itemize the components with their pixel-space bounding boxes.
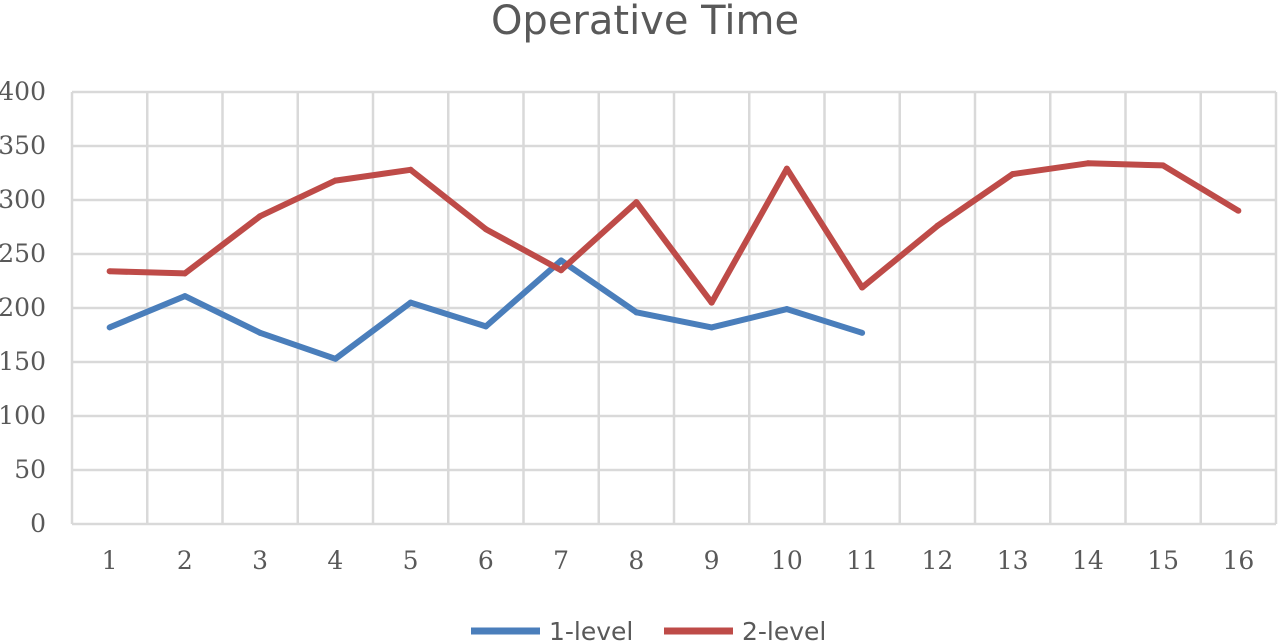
data-point — [482, 226, 489, 233]
x-tick-label: 15 — [1147, 546, 1179, 575]
x-tick-label: 16 — [1222, 546, 1254, 575]
chart-title: Operative Time — [491, 0, 799, 44]
data-point — [633, 199, 640, 206]
data-point — [106, 268, 113, 275]
legend-label-2: 2-level — [742, 617, 826, 642]
data-point — [558, 257, 565, 264]
legend: 1-level 2-level — [471, 617, 826, 642]
data-point — [482, 323, 489, 330]
y-axis-tick-labels: 0 50 100 150 200 250 300 350 400 — [0, 77, 46, 538]
x-tick-label: 5 — [403, 546, 419, 575]
data-point — [708, 299, 715, 306]
data-point — [1009, 171, 1016, 178]
data-point — [407, 166, 414, 173]
data-point — [332, 355, 339, 362]
legend-label-1: 1-level — [549, 617, 633, 642]
data-point — [783, 306, 790, 313]
y-tick-label: 100 — [0, 401, 46, 430]
data-point — [181, 270, 188, 277]
series-line-2 — [109, 160, 1240, 306]
data-point — [633, 309, 640, 316]
x-tick-label: 4 — [327, 546, 343, 575]
data-point — [1084, 160, 1091, 167]
y-tick-label: 250 — [0, 239, 46, 268]
x-tick-label: 14 — [1072, 546, 1104, 575]
x-tick-label: 13 — [997, 546, 1029, 575]
x-tick-label: 12 — [921, 546, 953, 575]
data-point — [783, 165, 790, 172]
x-tick-label: 8 — [628, 546, 644, 575]
x-tick-label: 3 — [252, 546, 268, 575]
x-tick-label: 1 — [102, 546, 118, 575]
data-point — [257, 213, 264, 220]
y-tick-label: 200 — [0, 293, 46, 322]
y-tick-label: 50 — [14, 455, 46, 484]
data-point — [859, 329, 866, 336]
y-tick-label: 300 — [0, 185, 46, 214]
y-tick-label: 150 — [0, 347, 46, 376]
gridlines — [70, 90, 1278, 526]
data-point — [257, 329, 264, 336]
series-lines — [106, 160, 1242, 362]
data-point — [332, 177, 339, 184]
x-tick-label: 10 — [771, 546, 803, 575]
data-point — [407, 299, 414, 306]
y-tick-label: 350 — [0, 131, 46, 160]
y-tick-label: 0 — [30, 509, 46, 538]
x-tick-label: 2 — [177, 546, 193, 575]
x-tick-label: 9 — [704, 546, 720, 575]
data-point — [181, 293, 188, 300]
data-point — [558, 267, 565, 274]
y-tick-label: 400 — [0, 77, 46, 106]
x-tick-label: 6 — [478, 546, 494, 575]
data-point — [1160, 162, 1167, 169]
data-point — [1235, 207, 1242, 214]
data-point — [106, 324, 113, 331]
x-axis-tick-labels: 1 2 3 4 5 6 7 8 9 10 11 12 13 14 15 16 — [102, 546, 1255, 575]
data-point — [708, 324, 715, 331]
data-point — [859, 284, 866, 291]
x-tick-label: 11 — [846, 546, 878, 575]
x-tick-label: 7 — [553, 546, 569, 575]
data-point — [934, 222, 941, 229]
